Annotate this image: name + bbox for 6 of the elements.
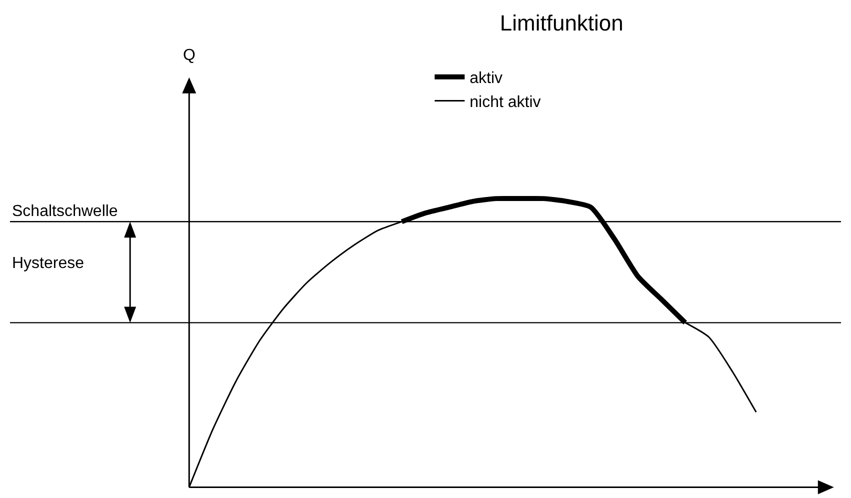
chart-title: Limitfunktion [500, 10, 624, 36]
ref-line-label: Schaltschwelle [12, 203, 118, 220]
text: Hysterese [12, 255, 84, 272]
legend-label: aktiv [470, 70, 503, 88]
legend-label: nicht aktiv [470, 94, 541, 111]
text: Q [183, 47, 196, 64]
